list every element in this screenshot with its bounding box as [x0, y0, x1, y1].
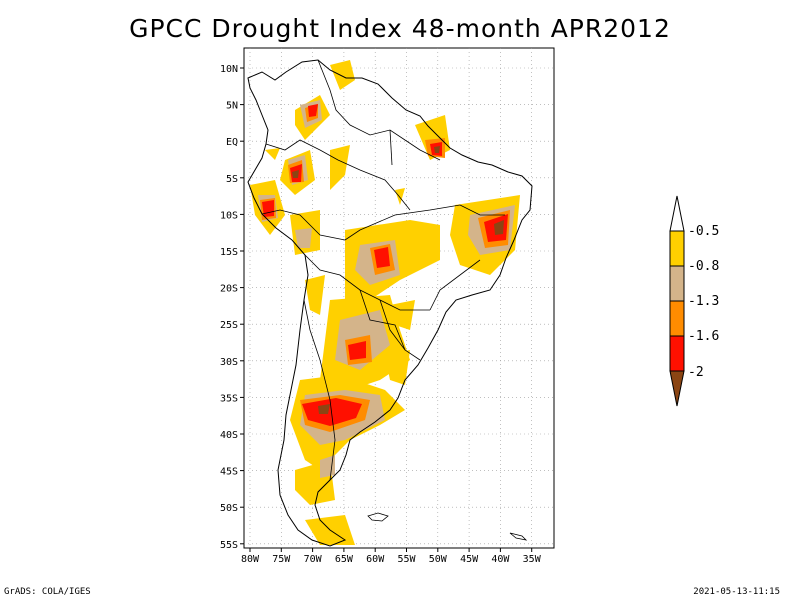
lon-label: 80W: [241, 554, 260, 565]
legend-label-3: -1.6: [688, 329, 719, 344]
lat-label: 55S: [220, 540, 238, 551]
legend-label-4: -2: [688, 365, 704, 380]
lon-label: 65W: [335, 554, 354, 565]
legend-triangle-bottom: [669, 370, 685, 407]
south-america-coastline: [247, 59, 533, 547]
map-title: GPCC Drought Index 48-month APR2012: [129, 14, 671, 43]
lon-label: 75W: [272, 554, 291, 565]
lat-label: 50S: [220, 503, 238, 514]
lat-label: 35S: [220, 393, 238, 404]
lat-label: 25S: [220, 320, 238, 331]
legend-box-band-4: [669, 335, 685, 372]
footer-timestamp: 2021-05-13-11:15: [693, 587, 780, 597]
lat-label: 5S: [226, 174, 238, 185]
lon-label: 70W: [304, 554, 323, 565]
lat-label: 15S: [220, 247, 238, 258]
lon-label: 40W: [491, 554, 510, 565]
latitude-axis: 10N 5N EQ 5S 10S 15S 20S 25S 30S 35S 40S 45S 50S 55S: [220, 64, 244, 551]
lat-label: 10S: [220, 210, 238, 221]
legend-box-band-2: [669, 265, 685, 302]
legend-label-1: -0.8: [688, 259, 719, 274]
legend-triangle-top: [669, 195, 685, 232]
lat-label: 40S: [220, 430, 238, 441]
lon-label: 55W: [397, 554, 416, 565]
lat-label: 45S: [220, 467, 238, 478]
lat-label: 5N: [226, 101, 238, 112]
legend-label-0: -0.5: [688, 224, 719, 239]
shade-band-5: [292, 146, 504, 414]
color-legend: -0.5 -0.8 -1.3 -1.6 -2: [669, 195, 719, 407]
shade-band-4: [262, 104, 508, 426]
country-borders: [261, 59, 505, 493]
south-georgia-island: [509, 532, 528, 541]
lon-label: 50W: [429, 554, 448, 565]
lon-label: 60W: [366, 554, 385, 565]
falkland-islands: [367, 512, 389, 522]
lat-label: 30S: [220, 357, 238, 368]
lat-label: 20S: [220, 284, 238, 295]
legend-box-band-3: [669, 300, 685, 337]
lat-label: EQ: [226, 137, 238, 148]
lat-label: 10N: [220, 64, 238, 75]
legend-label-2: -1.3: [688, 294, 719, 309]
lon-label: 35W: [523, 554, 542, 565]
map-frame: [243, 47, 555, 549]
longitude-axis: 80W 75W 70W 65W 60W 55W 50W 45W 40W 35W: [241, 548, 542, 565]
legend-box-band-1: [669, 230, 685, 267]
drought-shading: [250, 60, 520, 545]
lon-label: 45W: [460, 554, 479, 565]
footer-credit: GrADS: COLA/IGES: [4, 587, 91, 597]
